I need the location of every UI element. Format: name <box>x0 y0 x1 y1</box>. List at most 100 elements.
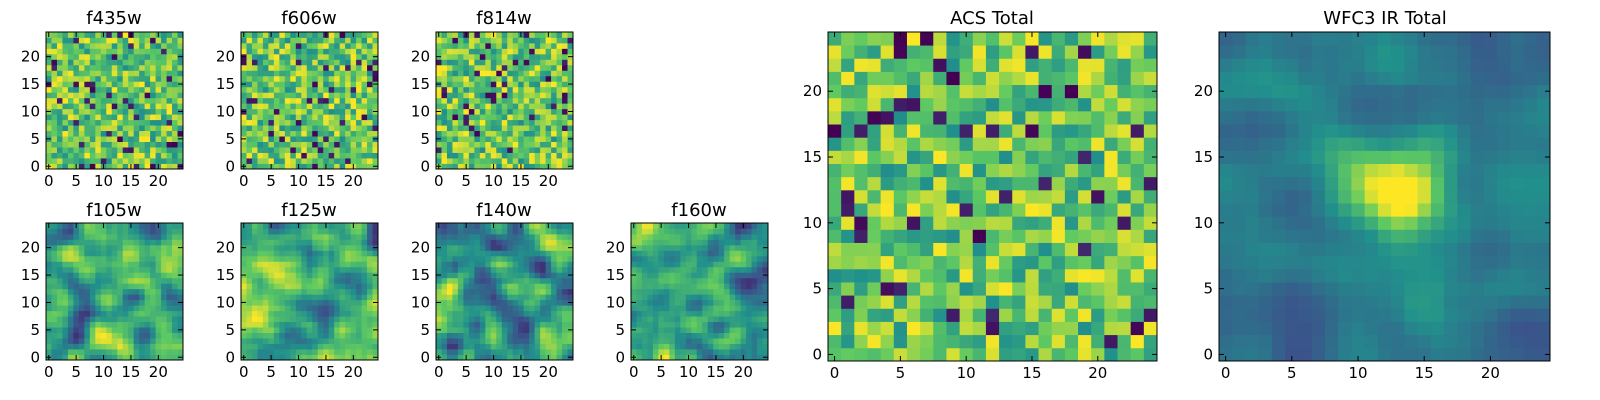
heatmap-cell <box>523 130 530 137</box>
heatmap-cell <box>161 32 167 38</box>
heatmap-cell <box>680 343 687 350</box>
heatmap-cell <box>89 141 96 148</box>
heatmap-cell <box>323 92 330 99</box>
heatmap-cell <box>1091 203 1105 217</box>
heatmap-cell <box>73 261 80 268</box>
heatmap-cell <box>490 327 497 333</box>
heatmap-cell <box>452 70 459 77</box>
heatmap-cell <box>122 108 129 115</box>
heatmap-cell <box>150 147 156 153</box>
heatmap-cell <box>246 108 253 115</box>
heatmap-cell <box>67 81 74 88</box>
heatmap-cell <box>345 299 351 306</box>
heatmap-cell <box>746 288 752 295</box>
heatmap-cell <box>67 332 74 339</box>
heatmap-cell <box>128 42 135 49</box>
heatmap-cell <box>1104 163 1118 178</box>
heatmap-cell <box>468 37 475 44</box>
heatmap-cell <box>111 233 118 240</box>
heatmap-cell <box>1091 321 1105 336</box>
heatmap-cell <box>166 338 173 344</box>
heatmap-cell <box>317 59 324 66</box>
heatmap-cell <box>257 53 264 60</box>
heatmap-cell <box>144 327 151 333</box>
heatmap-cell <box>334 277 341 284</box>
heatmap-cell <box>474 244 481 251</box>
heatmap-cell <box>106 244 113 251</box>
heatmap-cell <box>562 294 568 301</box>
heatmap-cell <box>1091 189 1105 204</box>
heatmap-cell <box>356 70 362 77</box>
heatmap-cell <box>356 53 362 60</box>
heatmap-cell <box>106 338 113 344</box>
heatmap-cell <box>854 308 868 322</box>
heatmap-cell <box>62 53 69 60</box>
heatmap-cell <box>490 86 497 93</box>
heatmap-cell <box>257 277 264 284</box>
heatmap-cell <box>751 305 758 312</box>
heatmap-cell <box>501 228 508 235</box>
heatmap-cell <box>290 97 297 104</box>
heatmap-cell <box>457 250 464 257</box>
heatmap-cell <box>350 37 357 44</box>
heatmap-cell <box>501 32 508 38</box>
heatmap-cell <box>436 42 442 49</box>
heatmap-cell <box>702 288 709 295</box>
heatmap-cell <box>268 81 275 88</box>
heatmap-cell <box>161 310 167 317</box>
heatmap-cell <box>133 305 140 312</box>
heatmap-cell <box>523 349 530 355</box>
heatmap-cell <box>312 86 319 93</box>
heatmap-cell <box>290 239 297 246</box>
heatmap-cell <box>84 136 91 142</box>
heatmap-cell <box>106 130 113 137</box>
heatmap-cell <box>534 327 541 333</box>
heatmap-cell <box>674 239 681 246</box>
heatmap-cell <box>474 119 481 126</box>
heatmap-cell <box>507 244 514 251</box>
heatmap-cell <box>441 108 448 115</box>
heatmap-cell <box>985 242 1000 257</box>
heatmap-cell <box>100 261 107 268</box>
heatmap-cell <box>529 125 536 132</box>
heatmap-cell <box>946 255 960 270</box>
heatmap-cell <box>999 321 1013 336</box>
heatmap-cell <box>172 327 178 333</box>
x-tick-label: 15 <box>511 363 530 381</box>
heatmap-cell <box>139 48 146 55</box>
heatmap-cell <box>920 150 934 164</box>
x-tick-label: 5 <box>266 172 276 190</box>
heatmap-cell <box>257 108 264 115</box>
heatmap-cell <box>496 316 503 323</box>
heatmap-cell <box>523 272 530 279</box>
heatmap-cell <box>106 136 113 142</box>
heatmap-cell <box>707 266 714 273</box>
heatmap-cell <box>78 75 85 82</box>
heatmap-cell <box>62 261 69 268</box>
heatmap-cell <box>257 310 264 317</box>
heatmap-cell <box>946 295 960 309</box>
heatmap-cell <box>144 305 151 312</box>
heatmap-cell <box>512 158 519 164</box>
heatmap-cell <box>551 266 557 273</box>
heatmap-cell <box>317 305 324 312</box>
x-tick-label: 10 <box>484 363 503 381</box>
heatmap-cell <box>496 70 503 77</box>
heatmap-cell <box>1117 334 1132 349</box>
heatmap-cell <box>56 75 63 82</box>
heatmap-cell <box>117 305 124 312</box>
heatmap-cell <box>279 81 286 88</box>
heatmap-cell <box>479 233 486 240</box>
heatmap-cell <box>150 283 156 290</box>
heatmap-cell <box>1117 242 1132 257</box>
heatmap-cell <box>1025 242 1039 257</box>
heatmap-cell <box>356 119 362 126</box>
heatmap-cell <box>290 327 297 333</box>
heatmap-cell <box>295 305 302 312</box>
heatmap-cell <box>279 119 286 126</box>
heatmap-cell <box>139 119 146 126</box>
heatmap-cell <box>150 305 156 312</box>
heatmap-cell <box>457 223 464 229</box>
heatmap-cell <box>284 86 291 93</box>
heatmap-cell <box>51 86 58 93</box>
